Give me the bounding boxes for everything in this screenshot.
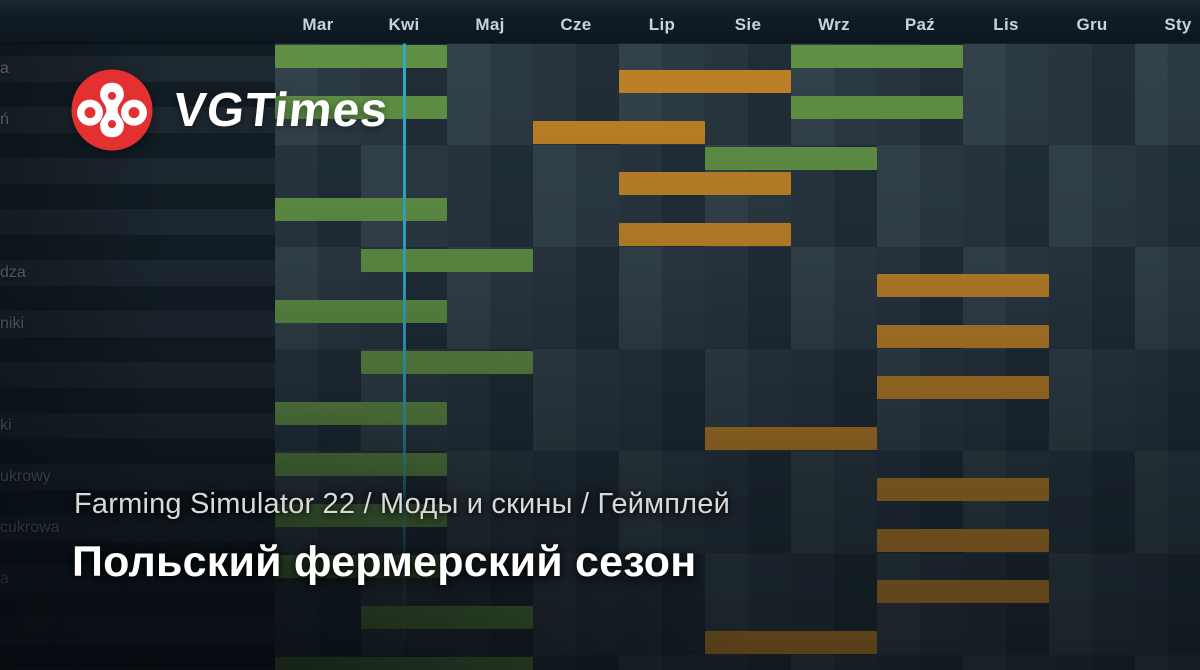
- month-label: Lis: [993, 15, 1019, 34]
- vgtimes-branding: VGTimes: [68, 66, 392, 154]
- month-label: Paź: [904, 15, 936, 34]
- month-label: Sie: [734, 15, 762, 34]
- page-title: Польский фермерский сезон: [72, 538, 697, 586]
- month-label: Maj: [475, 15, 505, 34]
- month-label: Kwi: [388, 15, 420, 34]
- month-label: Mar: [302, 15, 334, 34]
- vgtimes-logo-icon: [71, 69, 153, 151]
- vgtimes-wordmark: VGTimes: [171, 83, 392, 137]
- month-label: Sty: [1164, 15, 1192, 34]
- month-label: Cze: [560, 15, 592, 34]
- month-label: Gru: [1076, 15, 1108, 34]
- month-header-row: Mar Kwi Maj Cze Lip Sie Wrz Paź Lis Gru Sty: [0, 0, 1200, 43]
- month-label: Wrz: [818, 15, 850, 34]
- breadcrumb: Farming Simulator 22 / Моды и скины / Ге…: [74, 488, 731, 520]
- month-label: Lip: [648, 15, 676, 34]
